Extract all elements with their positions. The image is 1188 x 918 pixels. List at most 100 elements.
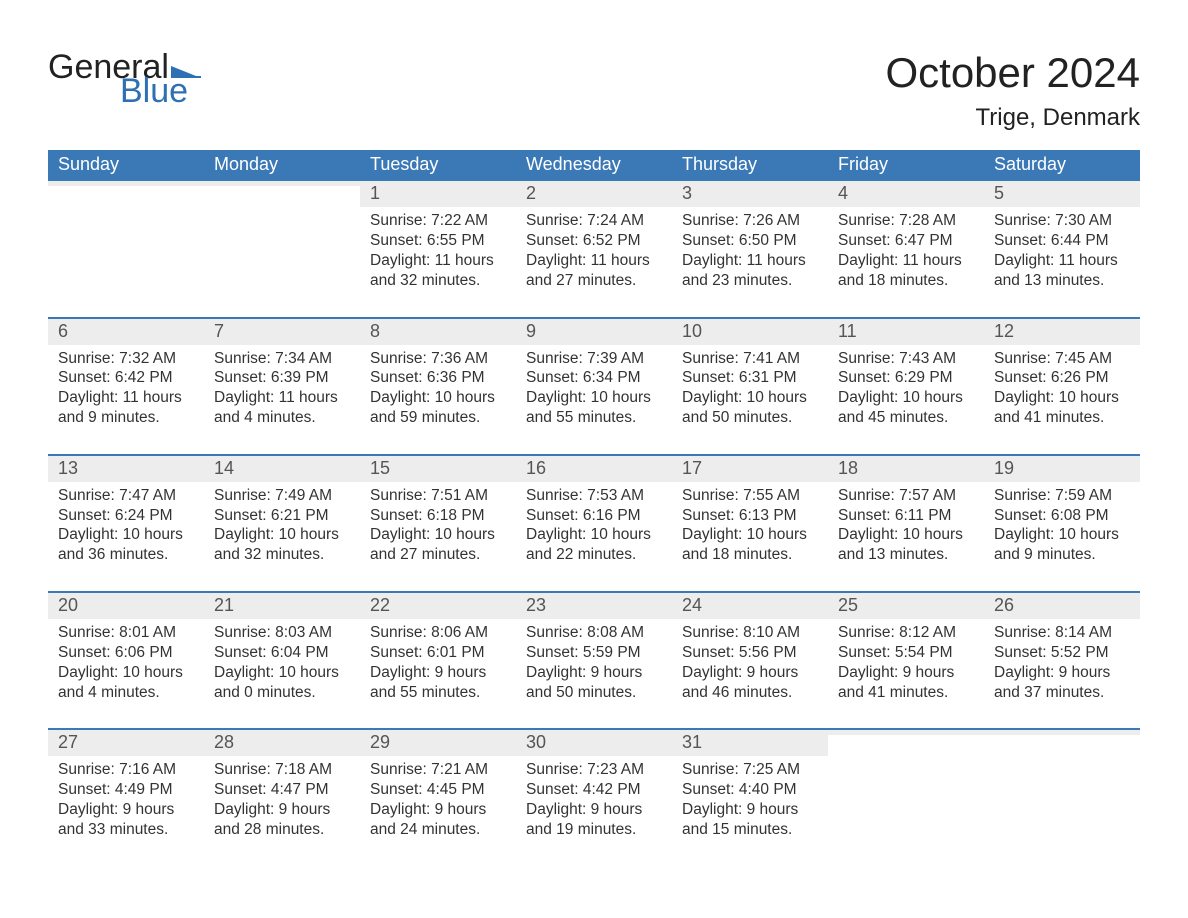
- sunset-line: Sunset: 6:06 PM: [58, 643, 194, 663]
- day-number: 30: [516, 730, 672, 756]
- day-number: 8: [360, 319, 516, 345]
- day-cell: 9Sunrise: 7:39 AMSunset: 6:34 PMDaylight…: [516, 319, 672, 454]
- day-body: Sunrise: 7:36 AMSunset: 6:36 PMDaylight:…: [360, 345, 516, 428]
- day-body: Sunrise: 7:53 AMSunset: 6:16 PMDaylight:…: [516, 482, 672, 565]
- sunrise-line: Sunrise: 8:06 AM: [370, 623, 506, 643]
- day-cell: 16Sunrise: 7:53 AMSunset: 6:16 PMDayligh…: [516, 456, 672, 591]
- sunset-line: Sunset: 6:47 PM: [838, 231, 974, 251]
- day-cell: 21Sunrise: 8:03 AMSunset: 6:04 PMDayligh…: [204, 593, 360, 728]
- daylight-line: Daylight: 10 hours and 45 minutes.: [838, 388, 974, 428]
- day-body: Sunrise: 7:34 AMSunset: 6:39 PMDaylight:…: [204, 345, 360, 428]
- sunrise-line: Sunrise: 7:24 AM: [526, 211, 662, 231]
- day-cell: 29Sunrise: 7:21 AMSunset: 4:45 PMDayligh…: [360, 730, 516, 865]
- day-number: 7: [204, 319, 360, 345]
- day-cell: 14Sunrise: 7:49 AMSunset: 6:21 PMDayligh…: [204, 456, 360, 591]
- sunset-line: Sunset: 6:31 PM: [682, 368, 818, 388]
- calendar-week: 1Sunrise: 7:22 AMSunset: 6:55 PMDaylight…: [48, 181, 1140, 316]
- day-cell: 23Sunrise: 8:08 AMSunset: 5:59 PMDayligh…: [516, 593, 672, 728]
- day-number: 12: [984, 319, 1140, 345]
- daylight-line: Daylight: 11 hours and 32 minutes.: [370, 251, 506, 291]
- daylight-line: Daylight: 9 hours and 19 minutes.: [526, 800, 662, 840]
- day-number: 21: [204, 593, 360, 619]
- sunrise-line: Sunrise: 7:55 AM: [682, 486, 818, 506]
- day-number: 4: [828, 181, 984, 207]
- day-body: Sunrise: 7:43 AMSunset: 6:29 PMDaylight:…: [828, 345, 984, 428]
- day-cell: 28Sunrise: 7:18 AMSunset: 4:47 PMDayligh…: [204, 730, 360, 865]
- day-number: 3: [672, 181, 828, 207]
- day-number: 16: [516, 456, 672, 482]
- weekday-header: Monday: [204, 150, 360, 181]
- daylight-line: Daylight: 9 hours and 37 minutes.: [994, 663, 1130, 703]
- calendar-week: 20 Sunrise: 8:01 AMSunset: 6:06 PM Dayligh…: [48, 591, 1140, 728]
- day-number: 20: [48, 593, 204, 619]
- sunrise-line: Sunrise: 7:22 AM: [370, 211, 506, 231]
- day-cell: 22Sunrise: 8:06 AMSunset: 6:01 PMDayligh…: [360, 593, 516, 728]
- day-number: 2: [516, 181, 672, 207]
- sunrise-line: Sunrise: 8:01 AM: [58, 623, 194, 643]
- weekday-header: Friday: [828, 150, 984, 181]
- sunrise-line: Sunrise: 7:51 AM: [370, 486, 506, 506]
- daylight-line: Daylight: 9 hours and 24 minutes.: [370, 800, 506, 840]
- sunrise-line: Sunrise: 7:41 AM: [682, 349, 818, 369]
- day-body: Sunrise: 8:14 AMSunset: 5:52 PMDaylight:…: [984, 619, 1140, 702]
- day-body: Sunrise: 7:23 AMSunset: 4:42 PMDaylight:…: [516, 756, 672, 839]
- daylight-line: Daylight: 10 hours and 18 minutes.: [682, 525, 818, 565]
- sunrise-line: Sunrise: 7:45 AM: [994, 349, 1130, 369]
- day-cell: 4Sunrise: 7:28 AMSunset: 6:47 PMDaylight…: [828, 181, 984, 316]
- sunset-line: Sunset: 6:39 PM: [214, 368, 350, 388]
- sunrise-line: Sunrise: 7:18 AM: [214, 760, 350, 780]
- day-cell: 20Sunrise: 8:01 AMSunset: 6:06 PMDayligh…: [48, 593, 204, 728]
- sunset-line: Sunset: 6:26 PM: [994, 368, 1130, 388]
- day-body: Sunrise: 7:16 AMSunset: 4:49 PMDaylight:…: [48, 756, 204, 839]
- day-body: Sunrise: 7:47 AMSunset: 6:24 PMDaylight:…: [48, 482, 204, 565]
- day-body: Sunrise: 7:22 AMSunset: 6:55 PMDaylight:…: [360, 207, 516, 290]
- day-number: 14: [204, 456, 360, 482]
- sunset-line: Sunset: 5:56 PM: [682, 643, 818, 663]
- sunset-line: Sunset: 6:18 PM: [370, 506, 506, 526]
- daylight-line: Daylight: 9 hours and 50 minutes.: [526, 663, 662, 703]
- day-cell: 24Sunrise: 8:10 AMSunset: 5:56 PMDayligh…: [672, 593, 828, 728]
- sunset-line: Sunset: 5:59 PM: [526, 643, 662, 663]
- sunrise-line: Sunrise: 7:21 AM: [370, 760, 506, 780]
- day-cell: 19Sunrise: 7:59 AMSunset: 6:08 PMDayligh…: [984, 456, 1140, 591]
- sunset-line: Sunset: 6:08 PM: [994, 506, 1130, 526]
- day-cell: 1Sunrise: 7:22 AMSunset: 6:55 PMDaylight…: [360, 181, 516, 316]
- day-body: Sunrise: 8:12 AMSunset: 5:54 PMDaylight:…: [828, 619, 984, 702]
- sunrise-line: Sunrise: 7:49 AM: [214, 486, 350, 506]
- sunset-line: Sunset: 4:40 PM: [682, 780, 818, 800]
- daylight-line: Daylight: 10 hours and 9 minutes.: [994, 525, 1130, 565]
- day-body: Sunrise: 7:59 AMSunset: 6:08 PMDaylight:…: [984, 482, 1140, 565]
- sunset-line: Sunset: 5:54 PM: [838, 643, 974, 663]
- day-number: 22: [360, 593, 516, 619]
- day-cell: 17Sunrise: 7:55 AMSunset: 6:13 PMDayligh…: [672, 456, 828, 591]
- day-number: 24: [672, 593, 828, 619]
- daylight-line: Daylight: 10 hours and 0 minutes.: [214, 663, 350, 703]
- weeks-container: 1Sunrise: 7:22 AMSunset: 6:55 PMDaylight…: [48, 181, 1140, 866]
- calendar-week: 27Sunrise: 7:16 AMSunset: 4:49 PMDayligh…: [48, 728, 1140, 865]
- sunrise-line: Sunrise: 7:25 AM: [682, 760, 818, 780]
- day-cell: 7Sunrise: 7:34 AMSunset: 6:39 PMDaylight…: [204, 319, 360, 454]
- sunrise-line: Sunrise: 7:47 AM: [58, 486, 194, 506]
- sunset-line: Sunset: 6:16 PM: [526, 506, 662, 526]
- sunrise-line: Sunrise: 8:12 AM: [838, 623, 974, 643]
- calendar-grid: Sunday Monday Tuesday Wednesday Thursday…: [48, 150, 1140, 866]
- day-number: 5: [984, 181, 1140, 207]
- day-cell: 6Sunrise: 7:32 AMSunset: 6:42 PMDaylight…: [48, 319, 204, 454]
- daylight-line: Daylight: 10 hours and 32 minutes.: [214, 525, 350, 565]
- weekday-header: Tuesday: [360, 150, 516, 181]
- day-number: 11: [828, 319, 984, 345]
- weekday-header: Thursday: [672, 150, 828, 181]
- sunset-line: Sunset: 6:04 PM: [214, 643, 350, 663]
- sunset-line: Sunset: 5:52 PM: [994, 643, 1130, 663]
- sunrise-line: Sunrise: 7:36 AM: [370, 349, 506, 369]
- day-body: Sunrise: 8:08 AMSunset: 5:59 PMDaylight:…: [516, 619, 672, 702]
- daylight-line: Daylight: 10 hours and 50 minutes.: [682, 388, 818, 428]
- day-number: 6: [48, 319, 204, 345]
- daylight-line: Daylight: 9 hours and 33 minutes.: [58, 800, 194, 840]
- day-cell: [828, 730, 984, 865]
- generalblue-logo: General Blue: [48, 50, 201, 108]
- day-body: Sunrise: 7:57 AMSunset: 6:11 PMDaylight:…: [828, 482, 984, 565]
- sunset-line: Sunset: 6:34 PM: [526, 368, 662, 388]
- day-body: Sunrise: 7:25 AMSunset: 4:40 PMDaylight:…: [672, 756, 828, 839]
- month-title: October 2024: [885, 50, 1140, 96]
